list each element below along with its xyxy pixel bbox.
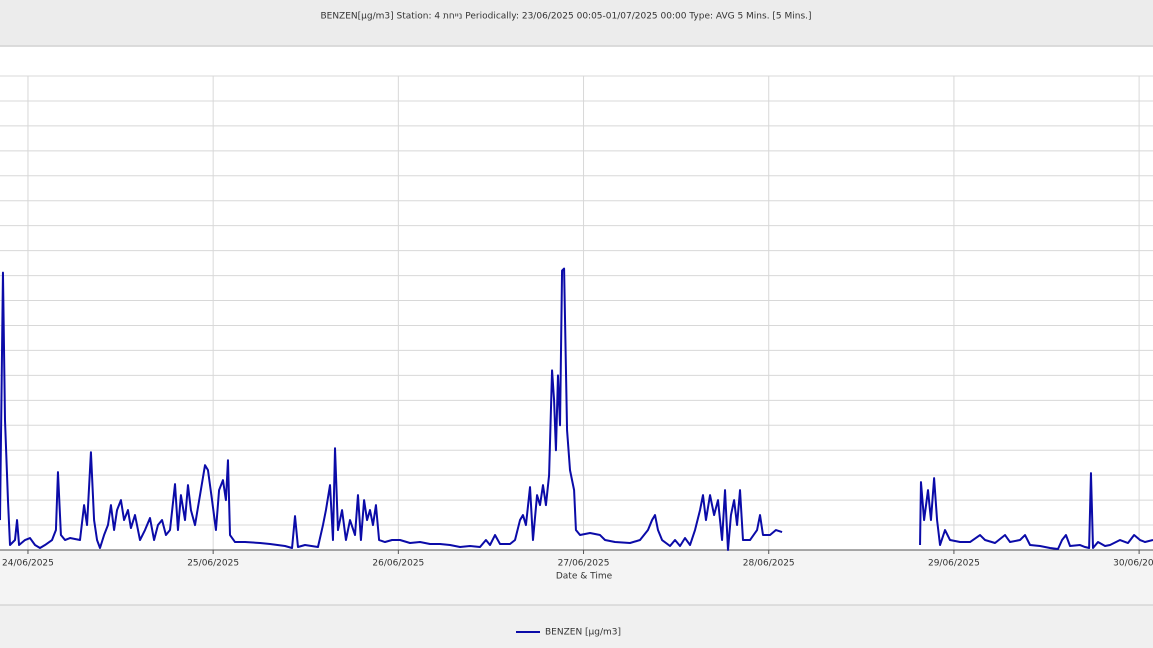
x-tick-label: 27/06/2025 xyxy=(558,559,610,569)
x-tick-label: 30/06/2025 xyxy=(1113,559,1153,569)
x-tick-label: 26/06/2025 xyxy=(372,559,424,569)
x-tick-label: 24/06/2025 xyxy=(2,559,54,569)
chart-title: BENZEN[µg/m3] Station: 4 נייחת Periodica… xyxy=(320,12,811,22)
x-tick-label: 28/06/2025 xyxy=(743,559,795,569)
legend: BENZEN [µg/m3] xyxy=(516,628,621,638)
data-line xyxy=(0,267,1153,551)
header-bar xyxy=(0,0,1153,46)
plot-area xyxy=(0,267,1153,551)
legend-label: BENZEN [µg/m3] xyxy=(545,628,621,638)
x-axis-label: Date & Time xyxy=(556,572,613,582)
x-tick-label: 29/06/2025 xyxy=(928,559,980,569)
x-tick-label: 25/06/2025 xyxy=(187,559,239,569)
axis-band xyxy=(0,550,1153,605)
grid: 24/06/2025 25/06/2025 26/06/2025 27/06/2025… xyxy=(0,75,1153,569)
